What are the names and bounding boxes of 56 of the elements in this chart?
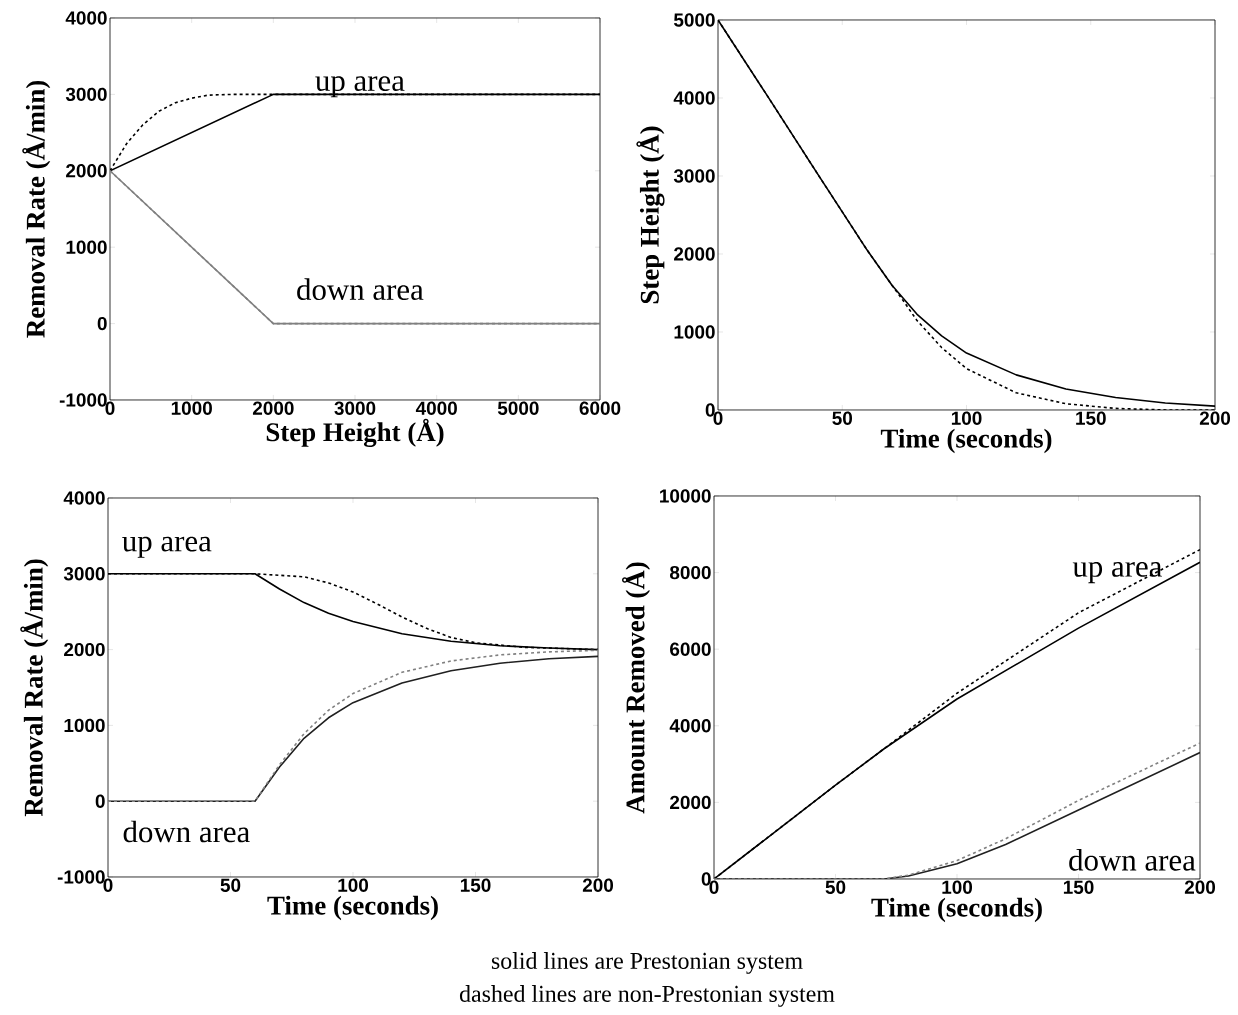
annotation: down area: [297, 278, 424, 301]
x-axis-title: Time (seconds): [871, 897, 1042, 923]
y-tick-label: 8000: [669, 565, 711, 580]
annotation: down area: [1069, 848, 1196, 871]
x-tick-label: 50: [825, 880, 846, 894]
y-tick-label: 4000: [65, 11, 107, 25]
y-tick-label: 2000: [64, 642, 105, 657]
y-tick-label: -1000: [57, 870, 105, 884]
x-tick-label: 4000: [415, 401, 457, 415]
annotation: up area: [315, 76, 405, 98]
x-tick-label: 100: [951, 411, 982, 425]
y-axis-title: Amount Removed (Å): [622, 562, 651, 814]
y-tick-label: 1000: [64, 718, 105, 733]
y-axis-title: Removal Rate (Å/min): [20, 559, 49, 817]
x-tick-label: 200: [1184, 880, 1216, 894]
y-tick-label: 2000: [674, 247, 715, 261]
y-tick-label: 2000: [670, 795, 711, 810]
x-tick-label: 200: [1199, 411, 1231, 425]
x-tick-label: 200: [582, 878, 614, 892]
x-tick-label: 3000: [334, 401, 376, 415]
y-tick-label: 2000: [66, 164, 107, 178]
y-tick-label: 5000: [673, 13, 715, 27]
text: solid lines are Prestonian system: [491, 952, 803, 974]
x-tick-label: 150: [1076, 411, 1106, 425]
y-tick-label: 0: [97, 316, 107, 331]
x-tick-label: 6000: [579, 401, 621, 415]
y-tick-label: 6000: [670, 642, 711, 656]
annotation: up area: [122, 536, 212, 558]
y-tick-label: 4000: [63, 491, 105, 505]
x-tick-label: 100: [338, 878, 369, 892]
x-tick-label: 100: [942, 880, 973, 894]
y-tick-label: 4000: [669, 719, 711, 733]
y-tick-label: 1000: [66, 240, 107, 254]
y-tick-label: 3000: [65, 87, 107, 102]
x-axis-title: Step Height (Å): [266, 418, 444, 447]
y-tick-label: 10000: [660, 489, 711, 503]
x-axis-title: Time (seconds): [880, 428, 1052, 454]
y-tick-label: 4000: [673, 91, 715, 105]
x-tick-label: 50: [220, 878, 241, 892]
y-tick-label: 3000: [63, 567, 105, 581]
y-tick-label: 1000: [674, 325, 715, 339]
y-axis-title: Removal Rate (Å/min): [22, 80, 51, 338]
x-tick-label: 150: [460, 878, 491, 892]
x-tick-label: 50: [832, 411, 853, 425]
y-tick-label: 0: [95, 794, 105, 808]
annotation: down area: [123, 820, 250, 843]
y-tick-label: -1000: [59, 393, 107, 407]
annotation: up area: [1072, 562, 1162, 584]
y-axis-title: Step Height (Å): [636, 126, 665, 304]
text: dashed lines are non-Prestonian system: [459, 985, 835, 1007]
y-tick-label: 3000: [673, 169, 715, 183]
x-tick-label: 150: [1063, 880, 1094, 894]
x-tick-label: 5000: [497, 401, 539, 415]
x-axis-title: Time (seconds): [267, 895, 438, 921]
x-tick-label: 1000: [171, 401, 212, 415]
x-tick-label: 2000: [252, 401, 294, 415]
